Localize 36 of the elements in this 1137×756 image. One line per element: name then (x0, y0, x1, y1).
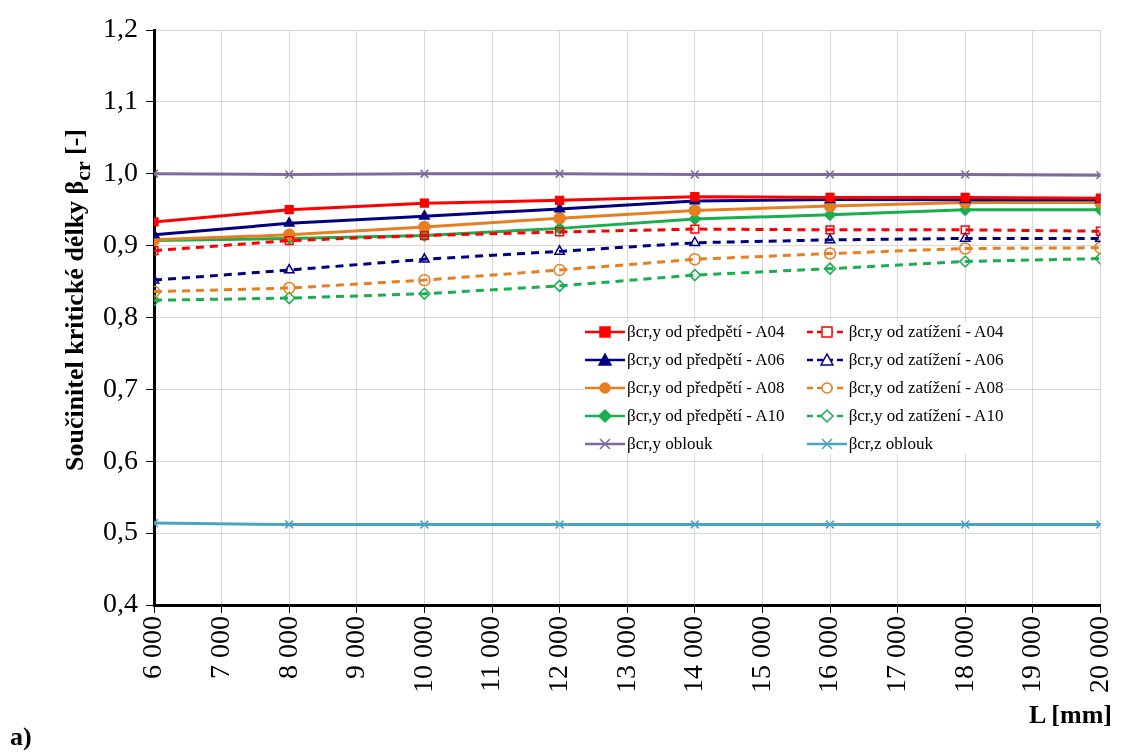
legend-label: βcr,y od zatížení - A08 (848, 378, 1004, 398)
y-tick-label: 1,2 (103, 12, 138, 44)
y-tick-label: 0,4 (103, 587, 138, 619)
x-axis-title: L [mm] (1028, 700, 1112, 730)
legend-label: βcr,z oblouk (848, 434, 934, 454)
legend-label: βcr,y od předpětí - A10 (627, 406, 785, 426)
x-tick-label: 12 000 (541, 616, 573, 693)
x-tick-label: 9 000 (339, 616, 371, 679)
y-tick-label: 0,7 (103, 371, 138, 403)
y-tick-label: 1,1 (103, 84, 138, 116)
x-tick-label: 17 000 (879, 616, 911, 693)
x-tick-label: 18 000 (947, 616, 979, 693)
y-tick-label: 0,5 (103, 515, 138, 547)
legend-label: βcr,y od předpětí - A08 (627, 378, 785, 398)
x-tick-label: 16 000 (812, 616, 844, 693)
legend-label: βcr,y od předpětí - A06 (627, 350, 785, 370)
x-tick-label: 20 000 (1082, 616, 1114, 693)
legend-label: βcr,y od zatížení - A06 (848, 350, 1004, 370)
x-tick-label: 8 000 (271, 616, 303, 679)
legend-label: βcr,y od zatížení - A04 (848, 322, 1004, 342)
y-tick-label: 0,6 (103, 443, 138, 475)
legend-label: βcr,y od předpětí - A04 (627, 322, 785, 342)
y-tick-label: 0,9 (103, 227, 138, 259)
y-tick-label: 1,0 (103, 156, 138, 188)
legend-label: βcr,y od zatížení - A10 (848, 406, 1004, 426)
x-tick-label: 19 000 (1015, 616, 1047, 693)
x-tick-label: 6 000 (136, 616, 168, 679)
y-tick-label: 0,8 (103, 299, 138, 331)
x-tick-label: 10 000 (406, 616, 438, 693)
legend-label: βcr,y oblouk (627, 434, 713, 454)
x-tick-label: 11 000 (474, 616, 506, 692)
x-tick-label: 15 000 (744, 616, 776, 693)
x-tick-label: 13 000 (609, 616, 641, 693)
x-tick-label: 7 000 (203, 616, 235, 679)
text: a) (10, 722, 32, 752)
x-tick-label: 14 000 (677, 616, 709, 693)
